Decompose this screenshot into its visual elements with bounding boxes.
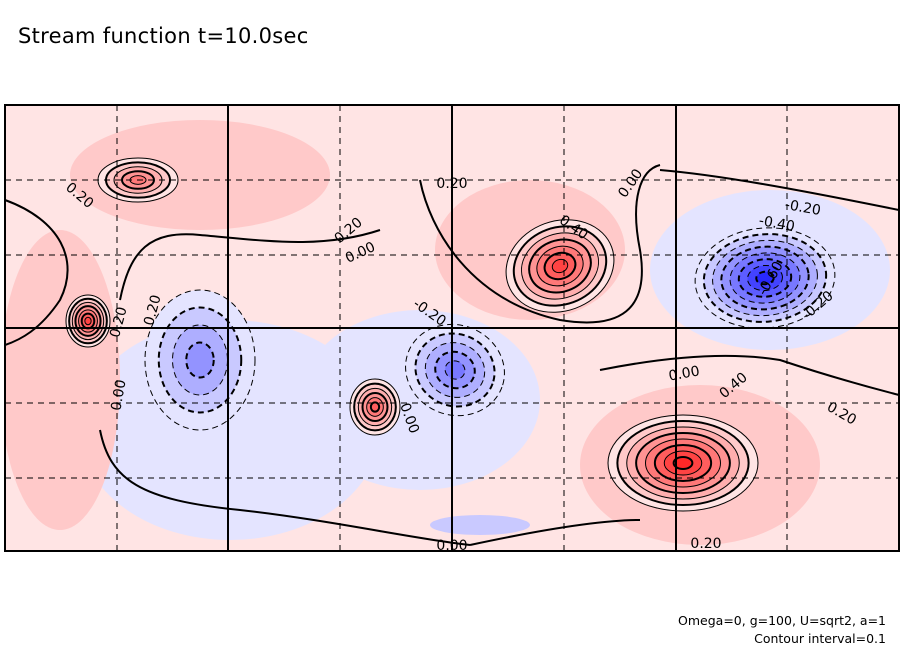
contour-line	[353, 382, 397, 432]
zero-contour	[119, 229, 381, 301]
zero-contour	[99, 429, 471, 546]
contour-line	[512, 225, 608, 307]
contour-line	[65, 294, 111, 348]
chart-title: Stream function t=10.0sec	[18, 24, 309, 48]
contour-band	[370, 402, 380, 412]
contour-line	[78, 309, 98, 333]
contour-line	[144, 289, 256, 431]
zero-contour	[469, 519, 641, 546]
grid-lines	[5, 105, 899, 551]
contour-line	[157, 306, 243, 414]
contour-line	[434, 350, 476, 390]
contour-band	[673, 457, 693, 469]
contour-line	[645, 438, 721, 488]
zero-contour	[5, 199, 69, 346]
contour-line	[366, 397, 384, 417]
contour-line	[737, 258, 793, 298]
contour-line	[357, 387, 393, 427]
contour-line	[68, 297, 108, 345]
contour-line	[729, 252, 801, 304]
contour-line	[551, 258, 569, 274]
contour-label: 0.00	[667, 363, 700, 384]
contour-line	[505, 219, 615, 313]
contour-line	[536, 245, 584, 287]
contour-label: -0.40	[758, 213, 796, 235]
zero-contour	[599, 354, 899, 396]
contour-line	[663, 450, 703, 476]
contour-label: 0.20	[107, 305, 131, 339]
contour-lines	[5, 157, 899, 546]
contour-line	[626, 426, 740, 500]
contour-line	[702, 233, 828, 323]
contour-label: 0.20	[141, 293, 165, 327]
plot-frame	[4, 104, 900, 552]
contour-label: 0.00	[108, 378, 129, 411]
positive-region	[750, 135, 890, 185]
contour-line	[424, 342, 486, 398]
contour-band	[756, 271, 774, 285]
positive-region	[70, 120, 330, 230]
negative-region	[430, 515, 530, 535]
parameters-annotation: Omega=0, g=100, U=sqrt2, a=1	[678, 613, 886, 628]
contour-line	[607, 414, 759, 512]
contour-interval-annotation: Contour interval=0.1	[754, 631, 886, 646]
contour-band	[84, 317, 92, 325]
contour-label: 0.20	[436, 176, 467, 192]
contour-line	[71, 301, 105, 341]
contour-line	[720, 245, 810, 311]
contour-line	[672, 456, 694, 470]
contour-line	[185, 341, 215, 379]
contour-line	[520, 232, 600, 300]
contour-label: 0.20	[690, 536, 721, 552]
contour-line	[616, 420, 750, 506]
contour-band	[445, 360, 465, 380]
contour-line	[369, 401, 381, 413]
positive-region	[5, 230, 120, 530]
contour-line	[712, 239, 818, 317]
contour-label: -0.20	[784, 197, 822, 219]
zero-contour	[659, 169, 899, 211]
contour-line	[361, 392, 389, 422]
contour-line	[653, 444, 713, 482]
contour-line	[349, 378, 401, 436]
contour-line	[414, 332, 496, 408]
contour-line	[543, 251, 577, 281]
contour-band	[186, 342, 214, 378]
contour-line	[635, 432, 731, 494]
contour-line	[74, 305, 102, 337]
contour-line	[84, 316, 92, 326]
contour-line	[747, 264, 783, 292]
contour-line	[755, 270, 775, 286]
